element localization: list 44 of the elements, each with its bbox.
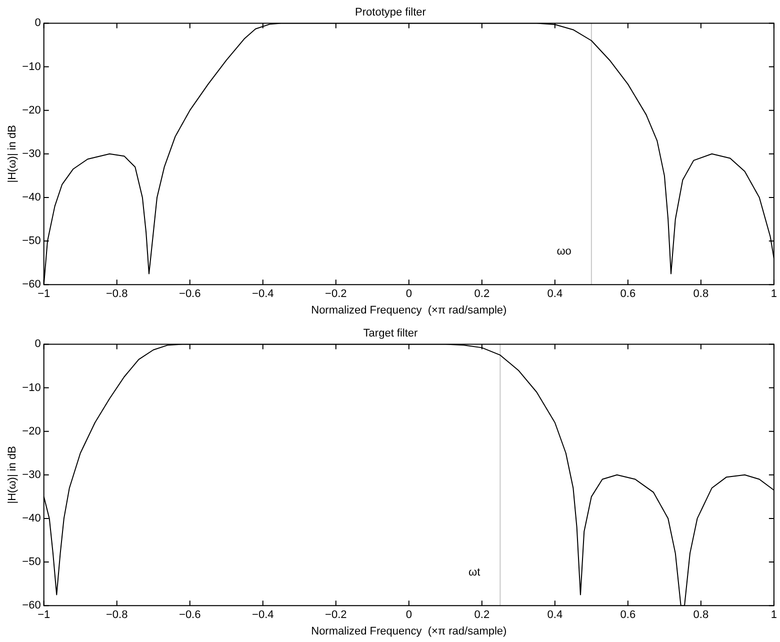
- x-tick-label: 0.4: [547, 609, 563, 622]
- x-tick-label: 1: [770, 288, 778, 300]
- y-tick-label: −60: [22, 278, 41, 291]
- x-tick-label: 1: [770, 609, 778, 622]
- x-tick-label: −0.6: [179, 609, 201, 622]
- x-tick-label: −0.4: [252, 288, 274, 300]
- y-tick-label: −10: [22, 382, 41, 394]
- chart-title: Target filter: [363, 328, 418, 340]
- y-tick-label: 0: [34, 338, 41, 350]
- y-axis-title: |H(ω)| in dB: [6, 446, 19, 504]
- x-tick-label: −0.8: [106, 288, 128, 300]
- y-tick-label: −10: [22, 60, 41, 73]
- y-tick-label: 0: [34, 17, 41, 30]
- x-tick-label: −0.2: [325, 609, 347, 622]
- x-tick-label: −1: [38, 609, 50, 622]
- y-axis-title: |H(ω)| in dB: [6, 125, 19, 183]
- x-tick-label: 0.6: [620, 609, 636, 622]
- x-tick-label: 0.4: [547, 288, 563, 300]
- x-tick-label: 0.2: [474, 288, 490, 300]
- ref-line-label: ωo: [556, 246, 572, 258]
- x-tick-label: 0: [406, 609, 412, 622]
- y-tick-label: −20: [22, 425, 41, 438]
- x-tick-label: 0: [406, 288, 412, 300]
- x-axis-title: Normalized Frequency (×π rad/sample): [311, 625, 507, 638]
- x-tick-label: 0.6: [620, 288, 636, 300]
- y-tick-label: −30: [22, 148, 41, 160]
- ref-line-label: ωt: [468, 566, 480, 579]
- x-tick-label: 0.8: [693, 288, 709, 300]
- x-tick-label: 0.2: [474, 609, 490, 622]
- x-tick-label: 0.8: [693, 609, 709, 622]
- chart-title: Prototype filter: [355, 6, 426, 19]
- y-tick-label: −30: [22, 468, 41, 481]
- x-tick-label: −1: [38, 288, 50, 300]
- x-tick-label: −0.8: [106, 609, 128, 622]
- x-axis-title: Normalized Frequency (×π rad/sample): [311, 304, 507, 316]
- x-tick-label: −0.6: [179, 288, 201, 300]
- y-tick-label: −50: [22, 556, 41, 568]
- x-tick-label: −0.4: [252, 609, 274, 622]
- y-tick-label: −60: [22, 600, 41, 612]
- y-tick-label: −40: [22, 192, 41, 204]
- y-tick-label: −50: [22, 235, 41, 248]
- y-tick-label: −20: [22, 104, 41, 116]
- x-tick-label: −0.2: [325, 288, 347, 300]
- y-tick-label: −40: [22, 512, 41, 524]
